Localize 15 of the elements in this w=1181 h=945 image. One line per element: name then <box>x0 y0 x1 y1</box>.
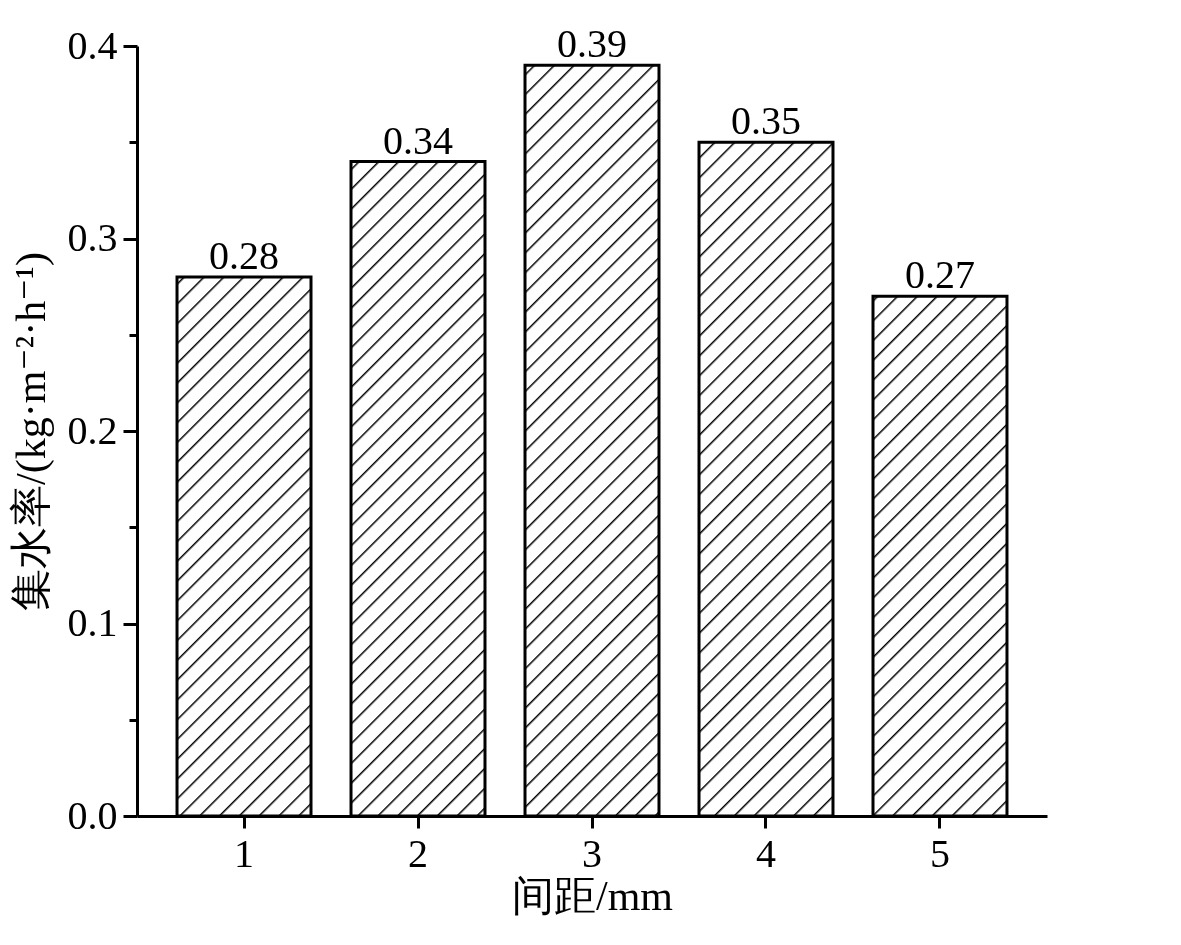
data-label: 0.34 <box>383 117 453 163</box>
y-tick-label: 0.0 <box>67 792 118 838</box>
y-tick-label: 0.4 <box>67 22 118 68</box>
y-tick-label: 0.1 <box>67 600 118 645</box>
data-label: 0.27 <box>904 252 975 298</box>
x-tick-label: 5 <box>929 830 950 876</box>
x-tick-label: 1 <box>234 830 255 876</box>
data-label: 0.28 <box>209 233 280 278</box>
y-tick-label: 0.3 <box>67 215 118 260</box>
x-tick-label: 2 <box>408 830 428 876</box>
y-tick-label: 0.2 <box>67 407 118 453</box>
y-axis-title: 集水率/(kg·m⁻²·h⁻¹) <box>7 252 55 611</box>
data-label: 0.39 <box>557 21 627 67</box>
x-tick-label: 4 <box>756 830 776 876</box>
data-label: 0.35 <box>731 98 801 144</box>
